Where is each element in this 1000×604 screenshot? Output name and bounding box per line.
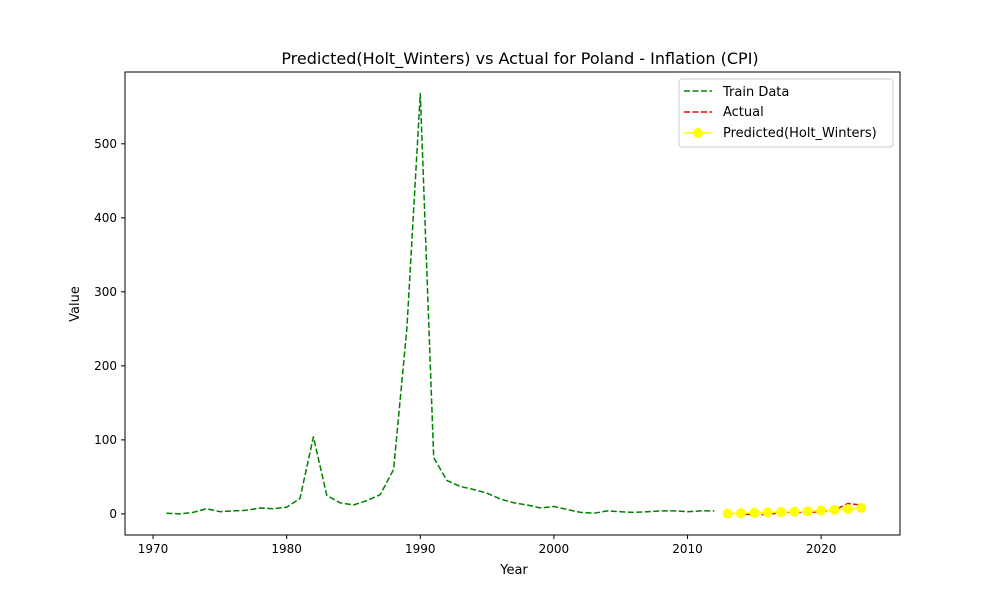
- legend-box: [678, 78, 894, 148]
- data-point-predicted-holt-winters: [789, 506, 800, 517]
- x-tick-label: 2020: [806, 542, 837, 556]
- x-axis-label: Year: [499, 563, 528, 578]
- x-tick-label: 1980: [271, 542, 302, 556]
- y-tick-label: 300: [94, 285, 117, 299]
- data-point-predicted-holt-winters: [722, 508, 733, 519]
- data-point-predicted-holt-winters: [776, 507, 787, 518]
- y-tick-label: 0: [109, 507, 117, 521]
- legend-label-actual: Actual: [723, 105, 764, 120]
- series-layer: [166, 92, 867, 519]
- data-point-predicted-holt-winters: [762, 507, 773, 518]
- y-tick-label: 100: [94, 433, 117, 447]
- y-tick-label: 200: [94, 359, 117, 373]
- y-axis-label: Value: [68, 286, 83, 322]
- legend-label-train-data: Train Data: [722, 85, 789, 100]
- plot-frame: [124, 71, 901, 536]
- data-point-predicted-holt-winters: [749, 507, 760, 518]
- data-point-predicted-holt-winters: [842, 504, 853, 515]
- data-point-predicted-holt-winters: [735, 508, 746, 519]
- y-tick-label: 500: [94, 137, 117, 151]
- x-tick-label: 2010: [672, 542, 703, 556]
- axis-ticks: 1970 1980 1990 2000 2010 2020 0 100 200 300 400 500: [94, 137, 836, 556]
- series-line-train-data: [166, 92, 715, 515]
- x-tick-label: 1990: [405, 542, 436, 556]
- x-tick-label: 2000: [539, 542, 570, 556]
- legend-label-predicted: Predicted(Holt_Winters): [723, 126, 877, 141]
- data-point-predicted-holt-winters: [816, 505, 827, 516]
- chart-title: Predicted(Holt_Winters) vs Actual for Po…: [281, 49, 758, 69]
- data-point-predicted-holt-winters: [856, 502, 867, 513]
- data-point-predicted-holt-winters: [829, 504, 840, 515]
- legend: Train Data Actual Predicted(Holt_Winters…: [678, 78, 894, 148]
- y-tick-label: 400: [94, 211, 117, 225]
- data-point-predicted-holt-winters: [802, 506, 813, 517]
- legend-marker-predicted: [693, 128, 703, 138]
- x-tick-label: 1970: [138, 542, 169, 556]
